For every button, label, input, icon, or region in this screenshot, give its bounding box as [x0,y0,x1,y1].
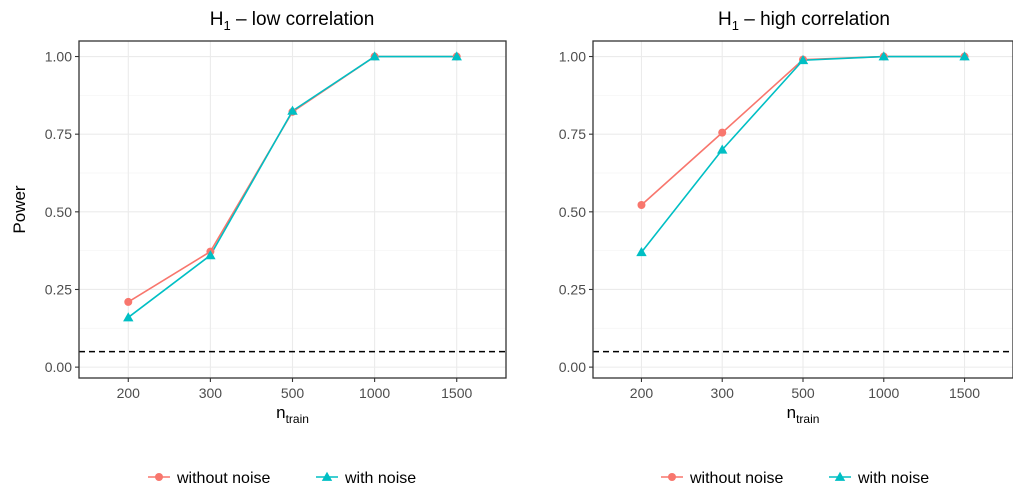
data-point-with-noise [287,105,298,115]
x-tick-label: 200 [117,385,141,401]
y-tick-label: 0.75 [45,126,72,142]
chart-title-rest: – low correlation [231,9,375,30]
chart-title-subscript: 1 [223,18,230,33]
y-axis-label: Power [10,185,29,234]
data-point-with-noise [797,55,809,65]
data-point-with-noise [636,247,647,257]
x-axis-label-main: n [787,403,796,422]
legend-marker-circle [155,473,163,481]
x-axis-label-main: n [276,403,285,422]
chart-title: H1 – low correlation [210,9,375,33]
chart-title: H1 – high correlation [718,9,890,33]
data-point-without-noise [124,297,133,306]
legend: without noise with noise [661,470,929,487]
data-point-with-noise [717,144,728,154]
x-tick-label: 500 [791,385,815,401]
y-tick-label: 1.00 [45,49,72,65]
x-tick-label: 1000 [359,385,390,401]
y-tick-label: 0.25 [45,281,72,297]
x-axis-label: ntrain [276,403,309,426]
x-tick-label: 300 [199,385,223,401]
legend: without noise with noise [148,470,416,487]
legend-marker-triangle [834,471,846,481]
chart-title-subscript: 1 [732,18,739,33]
x-tick-label: 200 [630,385,654,401]
chart-title-rest: – high correlation [739,9,890,30]
x-tick-label: 1000 [868,385,899,401]
data-point-with-noise [123,312,134,322]
x-tick-label: 300 [711,385,735,401]
data-point-without-noise [637,200,646,209]
data-point-with-noise [878,51,889,61]
x-tick-label: 500 [281,385,305,401]
data-point-with-noise [369,51,380,61]
legend-label: without noise [689,470,783,487]
y-tick-label: 0.50 [45,204,72,220]
y-tick-label: 0.75 [559,126,586,142]
legend-label: with noise [344,470,416,487]
x-axis-label: ntrain [787,403,820,426]
legend-marker-triangle [321,471,333,481]
legend-label: without noise [176,470,270,487]
y-tick-label: 1.00 [559,49,586,65]
chart-panel-1: 0.00 0.25 0.50 0.75 1.00 200 300 500 1000 1500 H1 … [10,9,507,487]
y-tick-label: 0.00 [559,359,586,375]
x-axis-label-subscript: train [796,412,819,426]
x-tick-label: 1500 [949,385,980,401]
data-point-without-noise [718,128,727,137]
y-tick-label: 0.50 [559,204,586,220]
chart-title-main: H [718,9,732,30]
data-point-with-noise [205,250,216,260]
data-point-with-noise [451,51,462,61]
legend-marker-circle [668,473,676,481]
data-point-with-noise [959,51,970,61]
y-tick-label: 0.00 [45,359,72,375]
chart-title-main: H [210,9,224,30]
legend-label: with noise [857,470,929,487]
x-axis-label-subscript: train [286,412,309,426]
chart-panel-2: 0.00 0.25 0.50 0.75 1.00 200 300 500 1000 1500 H1 … [559,9,1013,487]
y-tick-label: 0.25 [559,281,586,297]
x-tick-label: 1500 [441,385,472,401]
